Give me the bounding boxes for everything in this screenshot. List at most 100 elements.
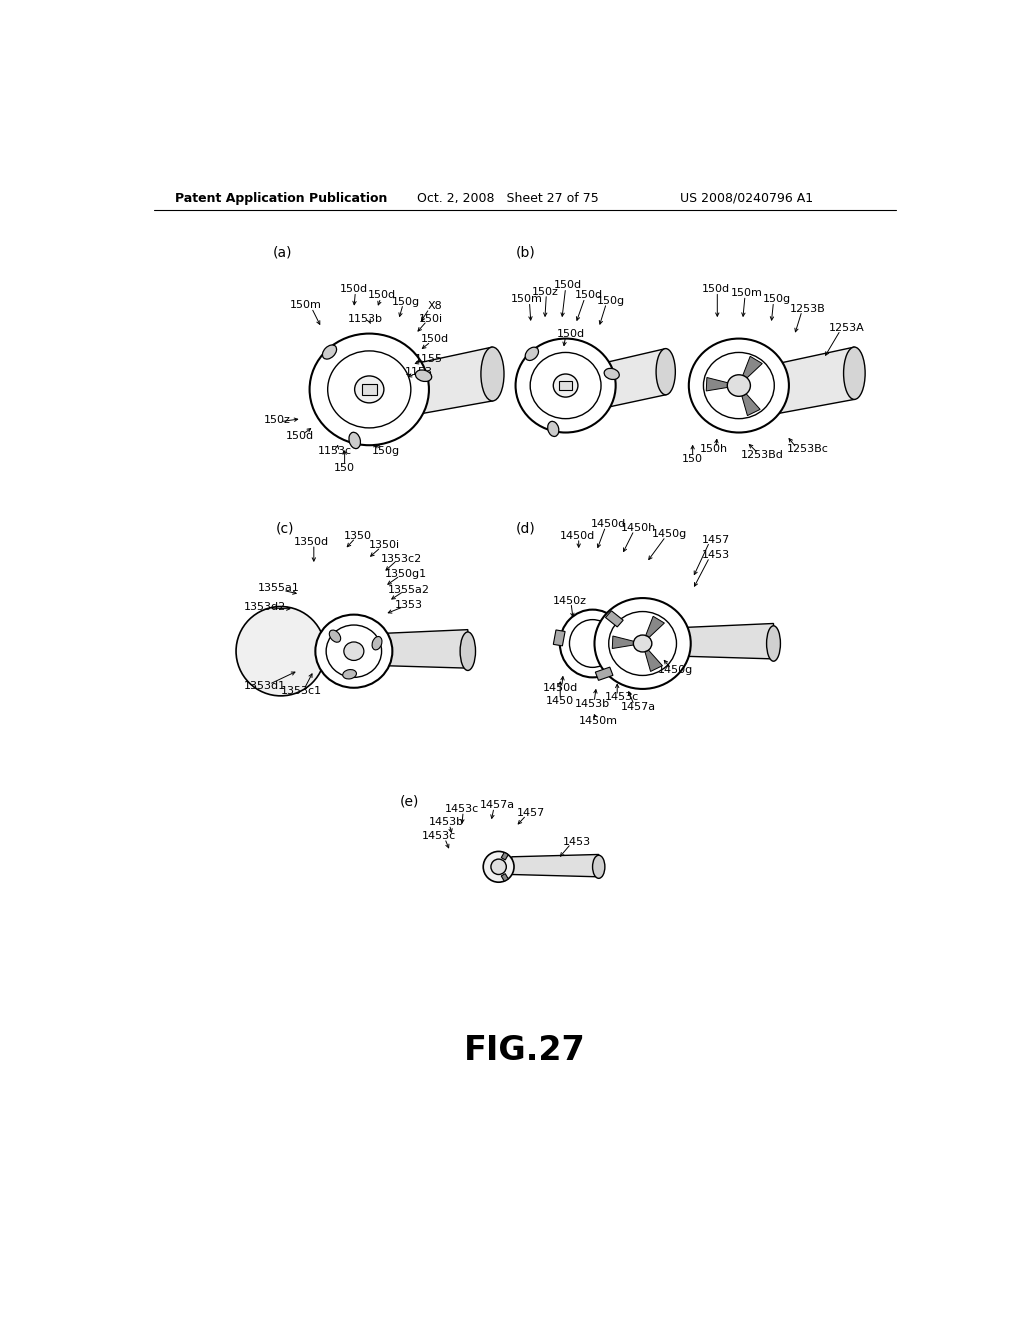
Text: 1353c1: 1353c1 <box>281 686 323 696</box>
Polygon shape <box>605 611 624 627</box>
Text: 150d: 150d <box>701 284 730 294</box>
Text: Oct. 2, 2008   Sheet 27 of 75: Oct. 2, 2008 Sheet 27 of 75 <box>417 191 599 205</box>
Ellipse shape <box>767 626 780 661</box>
Text: 1353d1: 1353d1 <box>245 681 287 690</box>
Text: 150z: 150z <box>531 286 558 297</box>
Polygon shape <box>580 348 666 413</box>
Text: 1253Bd: 1253Bd <box>740 450 783 459</box>
Text: 150: 150 <box>682 454 703 463</box>
Text: 150d: 150d <box>421 334 449 345</box>
Text: 150: 150 <box>334 463 355 473</box>
Polygon shape <box>670 623 773 659</box>
Text: 150g: 150g <box>597 296 625 306</box>
Ellipse shape <box>460 632 475 671</box>
Ellipse shape <box>553 374 578 397</box>
Text: 1453c: 1453c <box>444 804 479 814</box>
Text: 150m: 150m <box>290 300 323 310</box>
Text: 150d: 150d <box>340 284 368 294</box>
Text: 1153c: 1153c <box>317 446 351 455</box>
Ellipse shape <box>689 339 788 433</box>
Polygon shape <box>595 667 613 680</box>
Ellipse shape <box>323 345 337 359</box>
Text: 150d: 150d <box>554 280 582 290</box>
Text: 1153b: 1153b <box>348 314 383 323</box>
Ellipse shape <box>515 339 615 433</box>
Ellipse shape <box>416 370 432 381</box>
Ellipse shape <box>560 610 626 677</box>
Text: 150g: 150g <box>392 297 420 306</box>
Text: 1350g1: 1350g1 <box>385 569 427 579</box>
Text: 1450g: 1450g <box>652 529 687 539</box>
Text: 1253B: 1253B <box>791 304 826 314</box>
Text: 1153: 1153 <box>406 367 433 378</box>
Ellipse shape <box>604 368 620 380</box>
Text: X8: X8 <box>427 301 442 312</box>
Text: 1453c: 1453c <box>605 693 639 702</box>
Text: FIG.27: FIG.27 <box>464 1034 586 1067</box>
Text: Patent Application Publication: Patent Application Publication <box>174 191 387 205</box>
Ellipse shape <box>343 669 356 678</box>
Text: 1457: 1457 <box>701 535 730 545</box>
Text: 1353: 1353 <box>395 601 423 610</box>
Text: 1155: 1155 <box>416 354 443 363</box>
Text: 150g: 150g <box>763 294 792 305</box>
Text: 150h: 150h <box>700 445 728 454</box>
Polygon shape <box>741 393 760 416</box>
Text: 1350: 1350 <box>344 531 372 541</box>
Polygon shape <box>612 636 634 648</box>
Text: 150g: 150g <box>372 446 400 455</box>
Ellipse shape <box>593 855 605 878</box>
Text: 150z: 150z <box>263 416 290 425</box>
Text: (d): (d) <box>515 521 536 535</box>
Ellipse shape <box>656 348 676 395</box>
Text: 150d: 150d <box>368 290 395 301</box>
Text: 150d: 150d <box>286 430 314 441</box>
Ellipse shape <box>844 347 865 400</box>
Ellipse shape <box>315 615 392 688</box>
Ellipse shape <box>548 421 559 437</box>
Polygon shape <box>559 381 572 391</box>
Circle shape <box>237 607 326 696</box>
Ellipse shape <box>727 375 751 396</box>
Polygon shape <box>385 347 493 420</box>
Text: (a): (a) <box>273 246 293 259</box>
Ellipse shape <box>530 352 601 418</box>
Text: 1450m: 1450m <box>580 715 618 726</box>
Text: 1350i: 1350i <box>369 540 400 550</box>
Polygon shape <box>361 384 377 395</box>
Text: 150i: 150i <box>419 314 443 323</box>
Ellipse shape <box>634 635 652 652</box>
Text: 150d: 150d <box>574 290 603 301</box>
Text: 1453b: 1453b <box>575 698 610 709</box>
Polygon shape <box>364 630 468 668</box>
Ellipse shape <box>330 630 341 643</box>
Text: 1450: 1450 <box>546 696 574 706</box>
Text: (c): (c) <box>275 521 294 535</box>
Text: 150d: 150d <box>557 329 585 339</box>
Polygon shape <box>553 630 565 645</box>
Circle shape <box>483 851 514 882</box>
Ellipse shape <box>608 611 677 676</box>
Ellipse shape <box>372 636 382 649</box>
Text: 1453: 1453 <box>701 550 730 560</box>
Text: 1355a2: 1355a2 <box>388 585 430 594</box>
Text: 1450z: 1450z <box>553 597 587 606</box>
Text: 1457a: 1457a <box>479 800 515 810</box>
Text: 1450g: 1450g <box>658 665 693 676</box>
Text: (b): (b) <box>515 246 536 259</box>
Text: 1457: 1457 <box>517 808 545 818</box>
Ellipse shape <box>344 642 364 660</box>
Text: 1453: 1453 <box>563 837 591 847</box>
Ellipse shape <box>349 432 360 449</box>
Text: 1450d: 1450d <box>590 519 626 529</box>
Polygon shape <box>742 356 762 378</box>
Text: 150m: 150m <box>511 294 543 305</box>
Text: 1253Bc: 1253Bc <box>787 445 829 454</box>
Ellipse shape <box>326 626 382 677</box>
Text: 1253A: 1253A <box>828 323 864 333</box>
Text: 1450d: 1450d <box>559 531 595 541</box>
Polygon shape <box>501 853 508 859</box>
Text: US 2008/0240796 A1: US 2008/0240796 A1 <box>680 191 813 205</box>
Text: 1355a1: 1355a1 <box>257 583 299 593</box>
Ellipse shape <box>328 351 411 428</box>
